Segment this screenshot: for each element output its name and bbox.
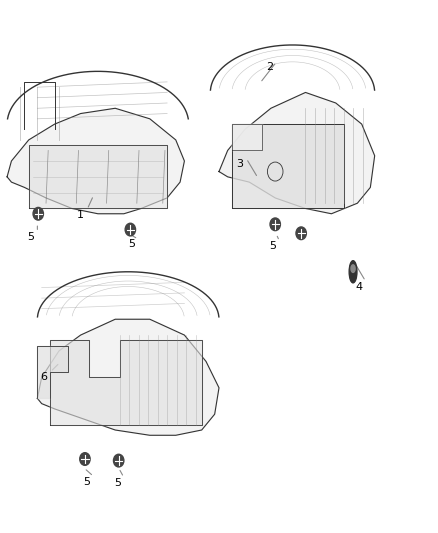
Text: 2: 2 [266,62,274,72]
Polygon shape [37,319,219,435]
Text: 6: 6 [40,372,47,382]
Polygon shape [232,124,344,208]
Text: 5: 5 [128,239,135,249]
Circle shape [33,207,43,220]
Circle shape [80,453,90,465]
Text: 1: 1 [77,210,84,220]
Text: 4: 4 [356,281,363,292]
Circle shape [296,227,306,240]
Text: 5: 5 [269,241,276,252]
Ellipse shape [349,261,357,283]
Text: 5: 5 [28,232,35,243]
Circle shape [113,454,124,467]
Text: 3: 3 [236,159,243,168]
Circle shape [125,223,135,236]
Text: 5: 5 [114,478,121,488]
Ellipse shape [351,265,355,272]
Text: 5: 5 [84,477,91,487]
Polygon shape [7,108,184,214]
Polygon shape [37,345,67,398]
Polygon shape [50,341,202,425]
Polygon shape [29,145,167,208]
Polygon shape [219,92,374,214]
Circle shape [270,218,280,231]
Polygon shape [232,124,262,150]
